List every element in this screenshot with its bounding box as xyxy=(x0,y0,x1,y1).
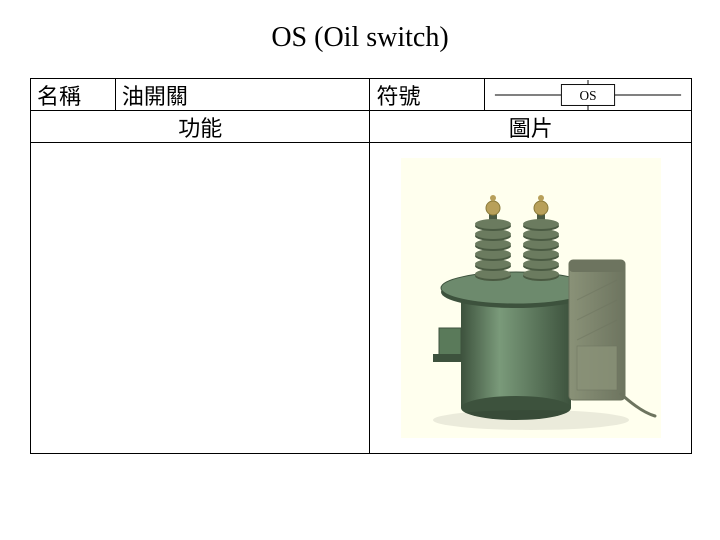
table-row: 名稱 油開關 符號 OS xyxy=(31,79,691,111)
image-content xyxy=(370,143,691,453)
header-name: 名稱 xyxy=(31,79,116,110)
svg-text:OS: OS xyxy=(580,87,597,102)
page-title: OS (Oil switch) xyxy=(0,0,720,66)
table-row: 功能 圖片 xyxy=(31,111,691,143)
symbol-diagram: OS xyxy=(485,79,691,110)
spec-table: 名稱 油開關 符號 OS 功能 圖片 xyxy=(30,78,692,454)
table-row xyxy=(31,143,691,453)
header-image: 圖片 xyxy=(370,111,691,142)
symbol-cell: OS xyxy=(485,79,691,110)
header-symbol: 符號 xyxy=(370,79,485,110)
value-name: 油開關 xyxy=(116,79,371,110)
header-function: 功能 xyxy=(31,111,370,142)
function-content xyxy=(31,143,370,453)
oil-switch-illustration xyxy=(401,158,661,438)
